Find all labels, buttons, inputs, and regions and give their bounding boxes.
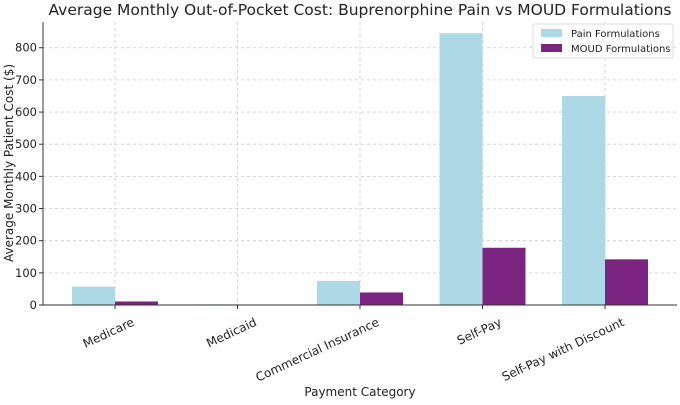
legend-label: Pain Formulations — [571, 29, 660, 40]
x-tick-label: Self-Pay with Discount — [500, 315, 627, 384]
chart-title: Average Monthly Out-of-Pocket Cost: Bupr… — [48, 1, 671, 19]
bar — [483, 248, 526, 305]
x-tick-label: Medicare — [81, 315, 136, 351]
bar — [115, 301, 158, 305]
bar — [360, 292, 403, 305]
y-tick-label: 800 — [15, 41, 37, 55]
x-tick-label: Self-Pay — [455, 315, 504, 348]
y-ticks: 0 100 200 300 400 500 600 700 800 — [15, 41, 43, 312]
y-axis-label: Average Monthly Patient Cost ($) — [2, 64, 16, 262]
legend-swatch — [541, 44, 562, 52]
y-tick-label: 200 — [15, 234, 37, 248]
bar — [605, 259, 648, 305]
legend-label: MOUD Formulations — [571, 44, 671, 55]
x-tick-label: Commercial Insurance — [253, 315, 381, 385]
legend: Pain Formulations MOUD Formulations — [533, 24, 673, 58]
y-tick-label: 600 — [15, 105, 37, 119]
x-axis-label: Payment Category — [304, 385, 415, 399]
bar — [562, 96, 605, 305]
legend-swatch — [541, 29, 562, 37]
bar — [440, 33, 483, 305]
y-tick-label: 500 — [15, 137, 37, 151]
y-tick-label: 0 — [30, 298, 37, 312]
bar — [317, 281, 360, 305]
bar — [72, 287, 115, 305]
x-tick-label: Medicaid — [204, 315, 258, 350]
y-tick-label: 400 — [15, 169, 37, 183]
y-tick-label: 700 — [15, 73, 37, 87]
y-tick-label: 100 — [15, 266, 37, 280]
y-tick-label: 300 — [15, 202, 37, 216]
